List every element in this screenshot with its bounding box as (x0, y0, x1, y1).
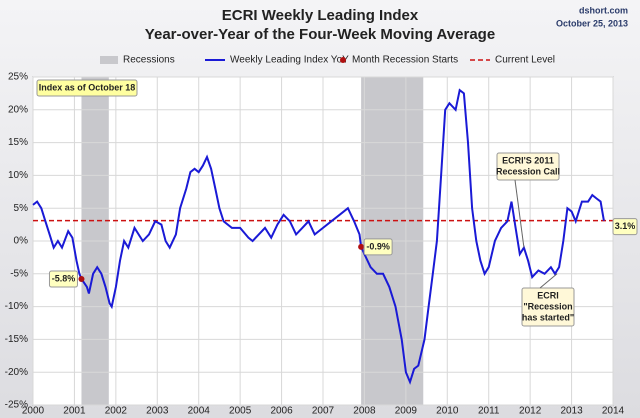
x-tick-label: 2013 (560, 406, 583, 417)
x-tick-label: 2003 (146, 406, 169, 417)
y-tick-label: 5% (14, 203, 29, 214)
x-tick-label: 2002 (105, 406, 128, 417)
series-line (32, 88, 605, 385)
y-tick-label: -20% (5, 367, 28, 378)
x-tick-label: 2009 (395, 406, 418, 417)
annotation-text: Index as of October 18 (39, 82, 136, 92)
value-label: 3.1% (612, 218, 638, 236)
y-tick-label: 25% (8, 72, 28, 83)
x-tick-label: 2006 (270, 406, 293, 417)
chart-title: ECRI Weekly Leading Index (222, 7, 419, 24)
annotation-box (521, 287, 575, 327)
value-label-box (612, 218, 638, 236)
legend: Recessions Weekly Leading Index YoY Month … (100, 55, 555, 66)
x-tick-label: 2004 (188, 406, 211, 417)
value-label-box (48, 270, 78, 288)
x-tick-label: 2014 (602, 406, 625, 417)
annotation-pointer (514, 179, 525, 248)
annotation-text: "Recession (523, 301, 572, 311)
annotation-pointer (539, 273, 558, 289)
annotation-text: Recession Call (496, 166, 560, 176)
x-tick-label: 2007 (312, 406, 335, 417)
value-label-text: -0.9% (366, 241, 390, 251)
y-tick-label: -10% (5, 301, 28, 312)
recession-start-marker (358, 243, 365, 250)
date: October 25, 2013 (556, 18, 628, 28)
y-tick-label: -25% (5, 400, 28, 411)
source: dshort.com (579, 5, 628, 15)
x-tick-label: 2008 (353, 406, 376, 417)
value-label-box (363, 238, 393, 256)
value-label-text: -5.8% (52, 273, 76, 283)
y-tick-label: 10% (8, 170, 28, 181)
x-tick-label: 2001 (63, 406, 86, 417)
x-tick-label: 2010 (436, 406, 459, 417)
annotation-text: has started" (522, 312, 574, 322)
y-tick-label: 15% (8, 137, 28, 148)
legend-swatch (100, 56, 118, 64)
recession-start-marker (78, 276, 85, 283)
y-tick-label: 0% (14, 236, 29, 247)
x-tick-label: 2011 (478, 406, 500, 417)
annotation-box (496, 152, 560, 181)
annotation: Index as of October 18 (36, 79, 138, 97)
y-tick-label: -15% (5, 334, 28, 345)
legend-label: Month Recession Starts (352, 55, 458, 66)
x-tick-label: 2012 (519, 406, 542, 417)
x-tick-label: 2005 (229, 406, 252, 417)
y-tick-label: 20% (8, 104, 28, 115)
legend-label: Weekly Leading Index YoY (230, 55, 349, 66)
value-label: -0.9% (363, 238, 393, 256)
annotation-box (36, 79, 138, 97)
annotation-text: ECRI (537, 290, 559, 300)
legend-label: Recessions (123, 55, 175, 66)
value-label: -5.8% (48, 270, 78, 288)
legend-swatch (340, 57, 346, 63)
chart-subtitle: Year-over-Year of the Four-Week Moving A… (145, 26, 495, 43)
y-tick-label: -5% (10, 268, 28, 279)
value-label-text: 3.1% (615, 221, 636, 231)
legend-label: Current Level (495, 55, 555, 66)
annotation-text: ECRI'S 2011 (502, 155, 554, 165)
x-tick-label: 2000 (22, 406, 45, 417)
